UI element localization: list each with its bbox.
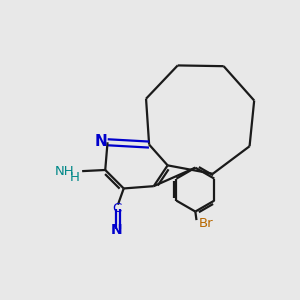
Text: C: C — [112, 202, 122, 214]
Text: Br: Br — [198, 217, 213, 230]
Text: N: N — [111, 223, 123, 237]
Text: N: N — [95, 134, 107, 148]
Text: H: H — [70, 171, 80, 184]
Text: NH: NH — [54, 165, 74, 178]
